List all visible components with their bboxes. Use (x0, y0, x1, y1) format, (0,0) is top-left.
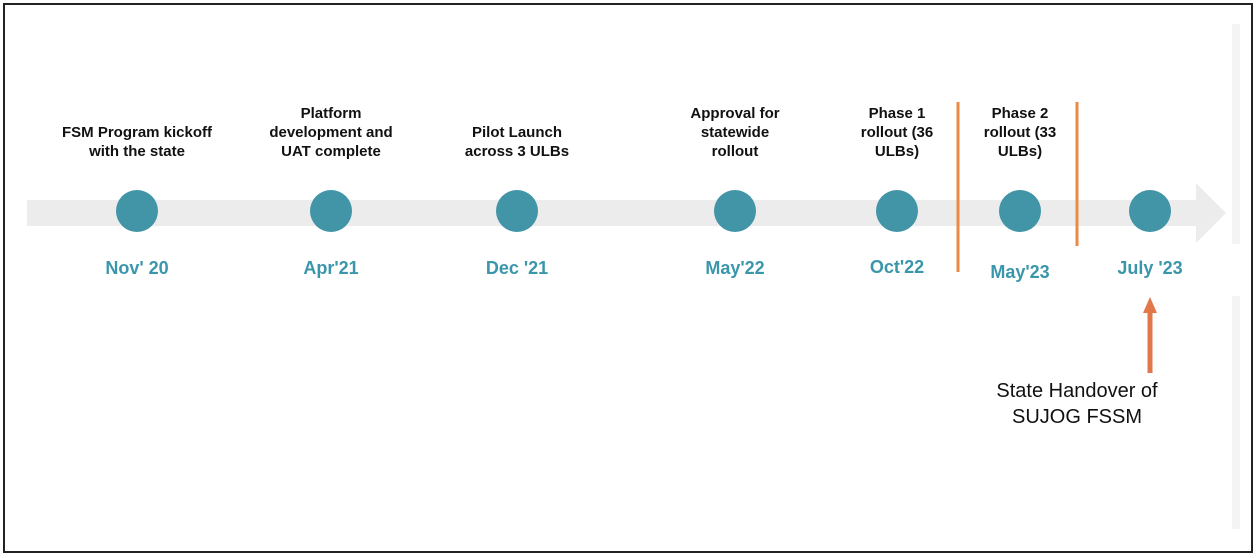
callout-arrow-head (1143, 297, 1157, 313)
milestone-title-line: FSM Program kickoff (61, 124, 213, 141)
milestone-title: Pilot Launch across 3 ULBs (465, 123, 569, 161)
milestone-title-line: rollout (711, 143, 759, 160)
milestone-date: Nov' 20 (105, 258, 169, 278)
milestone-date: July '23 (1117, 258, 1183, 278)
milestone-title-line: Platform (300, 105, 362, 122)
milestone-title-line: Phase 2 (991, 105, 1049, 122)
milestone-title: Platform development and UAT complete (269, 104, 392, 161)
milestone-title-line: Approval for (690, 105, 780, 122)
milestone-date: Dec '21 (485, 258, 549, 278)
callout-line: State Handover of (996, 380, 1158, 402)
callout-line: SUJOG FSSM (1011, 406, 1142, 428)
milestone-title-line: with the state (89, 143, 185, 160)
milestone-title-line: rollout (33 (983, 124, 1057, 141)
milestone-dot (496, 190, 538, 232)
milestone-title-line: development and (269, 124, 393, 141)
milestone-dot (714, 190, 756, 232)
milestone-title-line: UAT complete (281, 143, 381, 160)
milestone-title-line: ULBs) (997, 143, 1043, 160)
right-edge-gap (1226, 244, 1240, 296)
milestone-dot (999, 190, 1041, 232)
milestone-title-line: Phase 1 (868, 105, 926, 122)
milestone-title-line: Pilot Launch (472, 124, 562, 141)
milestone-dot (116, 190, 158, 232)
diagram-frame (3, 3, 1253, 553)
milestone-date: May'23 (990, 262, 1050, 282)
milestone-title: Phase 2 rollout (33 ULBs) (984, 104, 1057, 161)
milestone-title-line: ULBs) (874, 143, 920, 160)
timeline-arrowhead (1196, 183, 1226, 243)
milestone-title: Phase 1 rollout (36 ULBs) (861, 104, 934, 161)
milestone-markers (116, 190, 1171, 232)
callout-text: State Handover of SUJOG FSSM (996, 378, 1157, 430)
milestone-date: Oct'22 (869, 257, 925, 277)
milestone-title: FSM Program kickoff with the state (62, 123, 212, 161)
milestone-title: Approval for statewide rollout (690, 104, 779, 161)
milestone-dot (876, 190, 918, 232)
milestone-date: May'22 (705, 258, 765, 278)
milestone-title-line: across 3 ULBs (464, 143, 570, 160)
milestone-title-line: statewide (700, 124, 770, 141)
milestone-title-line: rollout (36 (860, 124, 934, 141)
milestone-dot (1129, 190, 1171, 232)
milestone-date: Apr'21 (303, 258, 359, 278)
milestone-dot (310, 190, 352, 232)
